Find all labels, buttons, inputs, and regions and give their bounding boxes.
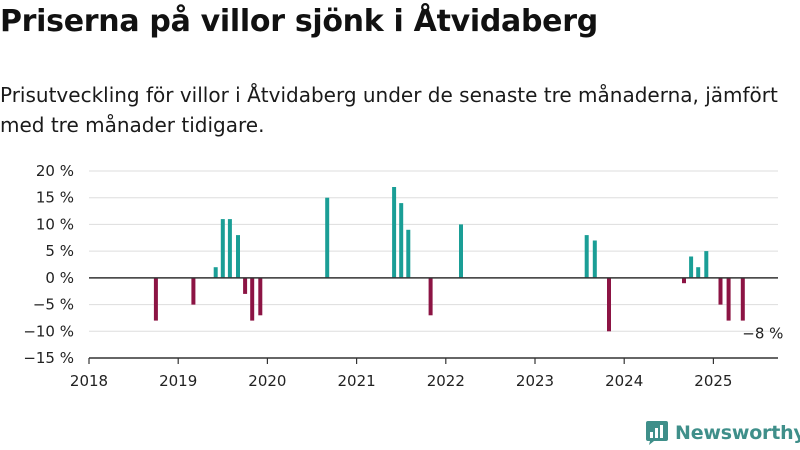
x-tick-label: 2022 — [427, 372, 465, 390]
bar-positive — [214, 267, 218, 278]
bar-positive — [704, 251, 708, 278]
bar-negative — [607, 278, 611, 331]
bar-positive — [459, 224, 463, 277]
newsworthy-chart-icon — [645, 420, 669, 446]
bar-positive — [228, 219, 232, 278]
bar-negative — [243, 278, 247, 294]
y-tick-label: −5 % — [33, 296, 74, 314]
bar-positive — [585, 235, 589, 278]
bar-negative — [727, 278, 731, 321]
bar-negative — [682, 278, 686, 283]
x-tick-label: 2020 — [248, 372, 286, 390]
bar-positive — [399, 203, 403, 278]
x-tick-label: 2024 — [605, 372, 643, 390]
brand-name: Newsworthy — [675, 422, 800, 444]
bar-positive — [325, 198, 329, 278]
y-tick-label: 5 % — [45, 242, 74, 260]
bar-negative — [719, 278, 723, 305]
y-tick-label: 20 % — [36, 162, 74, 180]
y-tick-label: 10 % — [36, 215, 74, 233]
bar-negative — [741, 278, 745, 321]
axes: 20 % 15 % 10 % 5 % 0 % −5 % −10 % −15 % 2018 2019… — [23, 162, 783, 390]
last-value-annotation: −8 % — [742, 325, 783, 343]
x-tick-label: 2021 — [338, 372, 376, 390]
bar-positive — [392, 187, 396, 278]
bars — [154, 187, 745, 331]
bar-negative — [429, 278, 433, 315]
x-tick-label: 2019 — [159, 372, 197, 390]
y-tick-label: −15 % — [23, 349, 74, 367]
x-tick-label: 2025 — [694, 372, 732, 390]
bar-positive — [236, 235, 240, 278]
newsworthy-logo: Newsworthy — [645, 418, 800, 448]
bar-negative — [191, 278, 195, 305]
gridlines — [89, 171, 778, 331]
x-tick-label: 2023 — [516, 372, 554, 390]
bar-positive — [689, 257, 693, 278]
bar-positive — [593, 241, 597, 278]
y-tick-label: −10 % — [23, 322, 74, 340]
y-tick-label: 0 % — [45, 269, 74, 287]
bar-negative — [250, 278, 254, 321]
bar-negative — [258, 278, 262, 315]
bar-negative — [154, 278, 158, 321]
y-tick-label: 15 % — [36, 189, 74, 207]
x-tick-label: 2018 — [70, 372, 108, 390]
bar-positive — [221, 219, 225, 278]
bar-positive — [696, 267, 700, 278]
bar-positive — [406, 230, 410, 278]
